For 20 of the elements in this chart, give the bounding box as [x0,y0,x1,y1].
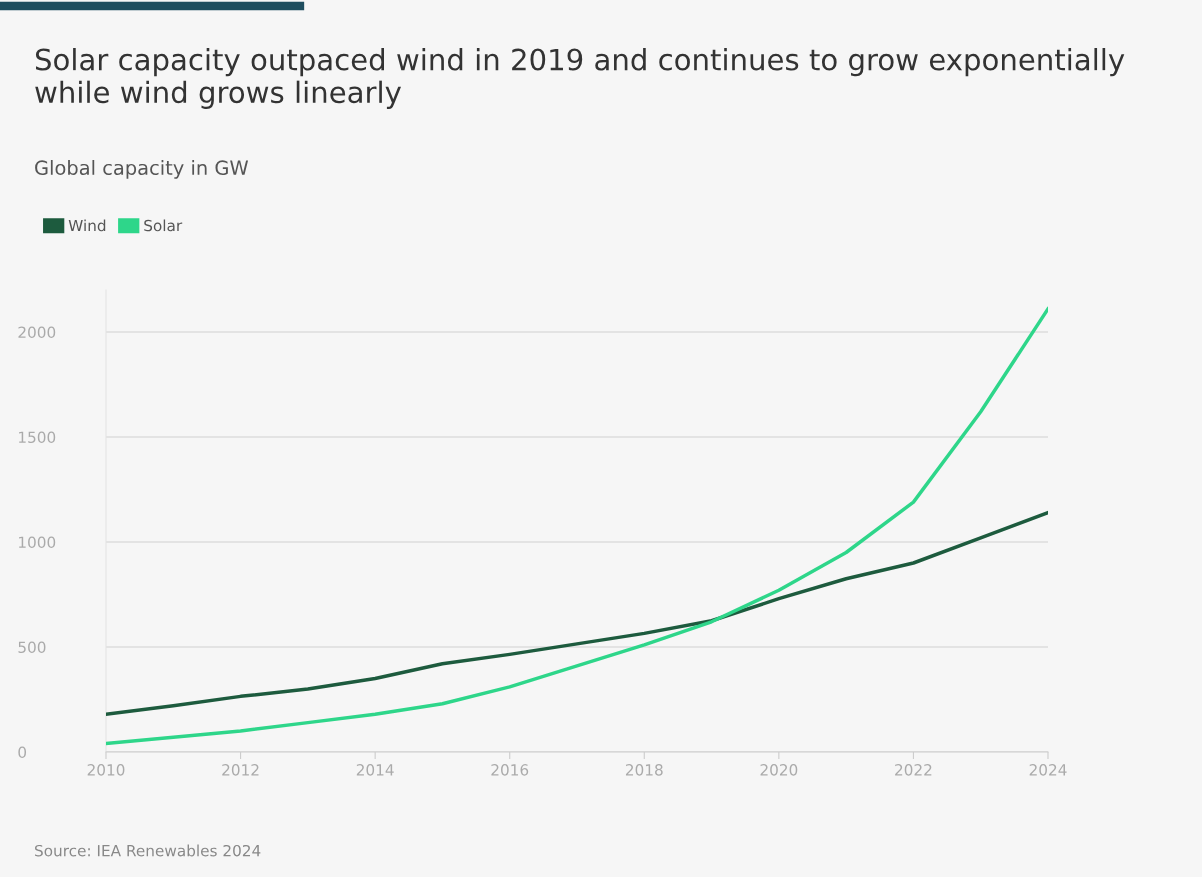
x-tick-label: 2016 [491,764,529,776]
x-tick-label: 2022 [895,764,932,776]
x-tick-label: 2012 [222,764,259,776]
chart-title: Solar capacity outpaced wind in 2019 and continues to grow exponentially while wind grows linearly [35,48,1125,109]
x-tick-label: 2010 [87,764,125,776]
legend-label: Wind [68,219,106,232]
x-tick-label: 2024 [1029,764,1067,776]
legend-label: Solar [144,219,183,232]
line-series [106,307,1048,746]
y-tick-label: 0 [18,746,27,759]
line-series [106,510,1048,716]
source-note: Source: IEA Renewables 2024 [35,844,261,857]
x-tick-label: 2018 [625,764,663,776]
y-tick-label: 1000 [19,536,56,549]
x-tick-label: 2014 [356,764,394,776]
y-tick-label: 2000 [18,326,56,339]
x-tick-label: 2020 [760,764,798,776]
y-tick-label: 1500 [19,431,56,444]
y-tick-label: 500 [18,641,46,654]
chart-subtitle: Global capacity in GW [35,160,249,179]
